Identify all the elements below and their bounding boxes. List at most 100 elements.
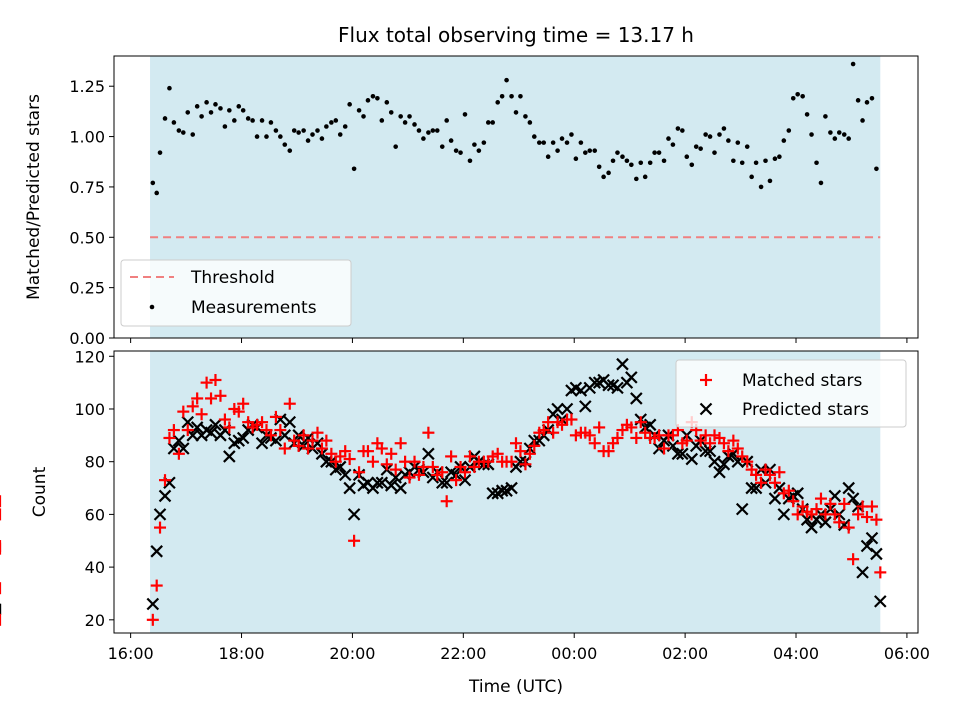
measurement-point [739,160,745,166]
predicted-star-point [146,597,160,611]
bottom-y-tick-label: 60 [85,505,105,524]
matched-star-point [177,405,190,418]
measurement-point [592,148,598,153]
predicted-star-point [283,415,297,429]
matched-star-point [154,521,167,534]
measurement-point [412,122,417,127]
measurement-point [264,134,269,139]
measurement-point [462,112,468,117]
measurement-point [245,116,251,121]
measurement-point [523,114,528,119]
matched-star-point [264,429,277,442]
matched-star-point [865,500,878,513]
predicted-star-point [602,378,615,392]
matched-star-point [505,455,518,468]
measurement-point [458,150,463,155]
measurement-point [439,144,445,149]
matched-stars-points [0,373,887,626]
matched-star-point [773,466,786,479]
measurement-point [717,132,722,137]
x-tick-label: 20:00 [329,644,375,663]
bottom-legend-box [675,359,907,428]
predicted-star-point [236,431,250,445]
x-tick-label: 22:00 [440,644,486,663]
top-chart-title: Flux total observing time = 13.17 h [338,23,694,47]
measurement-point [416,128,422,133]
predicted-star-point [611,381,624,395]
legend-predicted-label: Predicted stars [742,400,869,420]
matched-star-point [232,405,245,418]
matched-star-point [426,460,439,473]
x-tick-label: 04:00 [773,644,819,663]
matched-star-point [870,513,883,526]
matched-star-point [727,434,740,447]
predicted-star-point [717,458,731,471]
matched-star-point [722,445,735,458]
matched-star-point [510,437,522,450]
measurement-point [481,140,487,145]
measurement-point [194,104,200,109]
matched-star-point [463,450,476,463]
predicted-star-point [768,492,782,505]
measurement-point [301,128,306,133]
predicted-star-point [630,392,643,405]
bottom-y-tick-label: 20 [85,611,105,630]
matched-star-point [458,466,471,479]
matched-star-point [366,455,379,468]
measurement-point [426,130,431,135]
top-y-tick-label: 1.00 [69,128,105,147]
measurement-point [615,150,620,155]
measurement-point [850,61,856,67]
matched-star-point [634,416,647,429]
matched-star-point [768,476,781,489]
predicted-star-point [371,476,384,490]
matched-star-point [389,463,402,476]
measurement-point [828,130,833,135]
matched-star-point [191,392,204,405]
matched-star-point [833,516,846,529]
bottom-x-ticks: 16:00 18:00 20:00 22:00 00:00 02:00 04:00 06:00 [108,633,930,663]
matched-star-point [353,466,366,479]
matched-star-point [297,429,310,442]
predicted-star-point [560,402,574,416]
matched-star-point [403,471,416,484]
measurement-point [162,116,168,121]
measurement-point [610,158,616,164]
measurement-point [744,144,750,149]
bottom-y-axis-label: Count [30,466,50,517]
measurement-point [499,93,505,99]
matched-star-point [159,474,172,487]
measurement-point [333,118,339,123]
matched-star-point [205,392,218,405]
measurement-point [518,93,523,99]
matched-star-point [325,447,338,460]
predicted-star-point [347,508,361,521]
legend-threshold-label: Threshold [190,268,275,288]
measurement-point [531,134,537,139]
legend-measurements-label: Measurements [191,298,317,318]
measurement-point [167,85,172,91]
matched-star-point [218,413,231,426]
predicted-star-point [389,471,402,484]
predicted-star-point [735,502,749,516]
top-x-ticks [130,338,908,343]
predicted-star-point [209,418,222,432]
bottom-y-tick-label: 100 [74,400,105,419]
x-axis-label: Time (UTC) [468,677,563,697]
matched-star-point [782,484,795,497]
measurement-point [689,162,695,168]
measurement-point [735,140,741,145]
measurement-point [375,96,380,101]
predicted-star-point [676,447,689,461]
top-panel: 0.00 0.25 0.50 0.75 1.00 1.25 Flux total obse… [24,23,919,348]
measurement-point [398,114,403,119]
measurement-point [800,93,805,99]
measurement-point [656,150,662,155]
measurement-point [864,100,870,105]
predicted-star-point [713,465,726,479]
measurement-point [874,166,879,172]
predicted-star-point [153,508,167,521]
matched-star-point [436,466,449,479]
matched-star-point [209,373,222,386]
measurement-point [154,190,159,196]
